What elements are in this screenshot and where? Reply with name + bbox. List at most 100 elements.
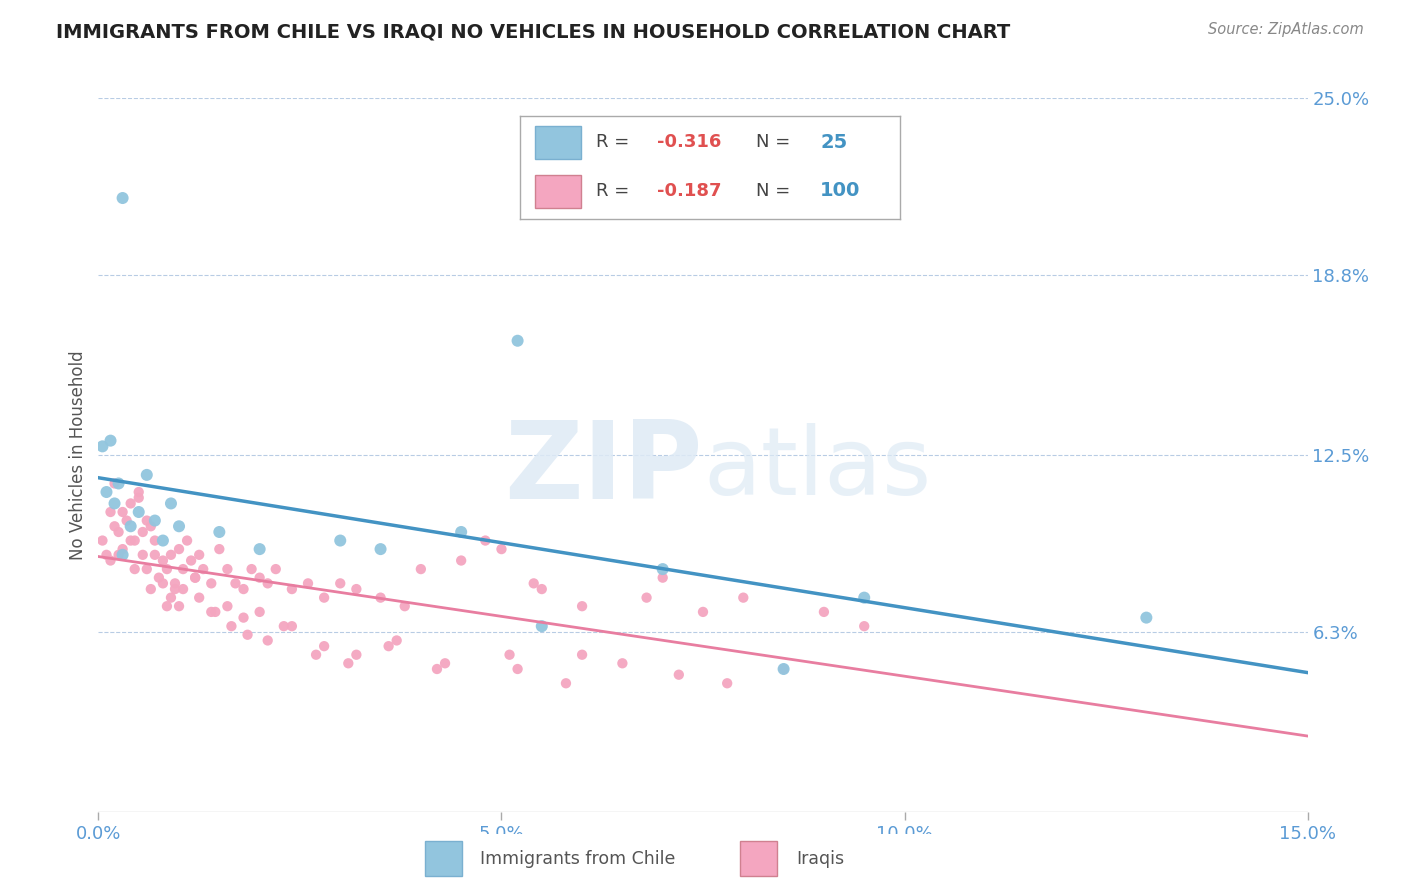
Point: [100, 553, 122, 567]
Text: 25: 25: [820, 133, 848, 152]
Point: [100, 505, 122, 519]
Point: [474, 533, 496, 548]
Point: [530, 619, 553, 633]
Point: [172, 582, 194, 596]
Point: [115, 514, 138, 528]
Point: [571, 599, 593, 614]
Point: [135, 562, 157, 576]
Text: ZIP: ZIP: [505, 417, 703, 522]
Point: [160, 591, 183, 605]
Point: [506, 662, 529, 676]
Point: [249, 542, 271, 557]
Point: [167, 519, 190, 533]
Point: [172, 562, 194, 576]
Point: [716, 676, 738, 690]
Point: [853, 619, 876, 633]
Point: [813, 605, 835, 619]
Point: [160, 548, 183, 562]
Text: N =: N =: [755, 133, 796, 151]
Point: [571, 648, 593, 662]
Point: [208, 542, 231, 557]
Point: [772, 662, 794, 676]
Point: [281, 619, 304, 633]
Point: [249, 571, 271, 585]
Point: [409, 562, 432, 576]
Point: [167, 542, 190, 557]
Text: N =: N =: [755, 182, 796, 200]
Point: [184, 571, 207, 585]
Point: [188, 591, 211, 605]
Point: [193, 562, 215, 576]
Point: [224, 576, 246, 591]
Point: [506, 334, 529, 348]
Point: [163, 582, 186, 596]
Point: [329, 576, 352, 591]
Point: [249, 605, 271, 619]
Point: [491, 542, 513, 557]
Point: [530, 582, 553, 596]
Point: [152, 553, 174, 567]
Point: [370, 591, 392, 605]
Point: [200, 576, 222, 591]
Point: [256, 633, 278, 648]
Point: [163, 576, 186, 591]
Point: [450, 553, 472, 567]
Point: [200, 605, 222, 619]
Text: Source: ZipAtlas.com: Source: ZipAtlas.com: [1208, 22, 1364, 37]
Point: [337, 657, 360, 671]
Point: [103, 496, 125, 510]
Point: [139, 519, 162, 533]
Point: [692, 605, 714, 619]
Point: [188, 548, 211, 562]
Point: [152, 533, 174, 548]
Point: [107, 476, 129, 491]
Text: R =: R =: [596, 133, 636, 151]
Point: [128, 491, 150, 505]
Point: [240, 562, 263, 576]
Text: -0.316: -0.316: [657, 133, 721, 151]
Point: [264, 562, 287, 576]
Point: [148, 571, 170, 585]
FancyBboxPatch shape: [740, 841, 778, 876]
Point: [184, 571, 207, 585]
Point: [221, 619, 243, 633]
Point: [96, 548, 118, 562]
Point: [555, 676, 578, 690]
Point: [305, 648, 328, 662]
Text: Iraqis: Iraqis: [796, 849, 844, 868]
Point: [232, 610, 254, 624]
Point: [394, 599, 416, 614]
Point: [91, 439, 114, 453]
Text: 100: 100: [820, 181, 860, 201]
Point: [111, 505, 134, 519]
Point: [217, 562, 239, 576]
FancyBboxPatch shape: [536, 176, 581, 208]
Point: [132, 548, 155, 562]
Point: [853, 591, 876, 605]
Text: -0.187: -0.187: [657, 182, 721, 200]
Point: [128, 485, 150, 500]
Point: [91, 533, 114, 548]
Point: [143, 548, 166, 562]
Point: [314, 639, 336, 653]
Point: [651, 562, 673, 576]
Point: [434, 657, 457, 671]
Point: [132, 524, 155, 539]
Point: [236, 628, 259, 642]
FancyBboxPatch shape: [425, 841, 461, 876]
Point: [377, 639, 399, 653]
Text: R =: R =: [596, 182, 636, 200]
Point: [668, 667, 690, 681]
Text: Immigrants from Chile: Immigrants from Chile: [481, 849, 676, 868]
Point: [314, 591, 336, 605]
Point: [111, 542, 134, 557]
Point: [273, 619, 295, 633]
Point: [426, 662, 449, 676]
Point: [612, 657, 634, 671]
Point: [124, 562, 146, 576]
Point: [180, 553, 202, 567]
Point: [370, 542, 392, 557]
Point: [523, 576, 546, 591]
Point: [772, 662, 794, 676]
Point: [651, 571, 673, 585]
